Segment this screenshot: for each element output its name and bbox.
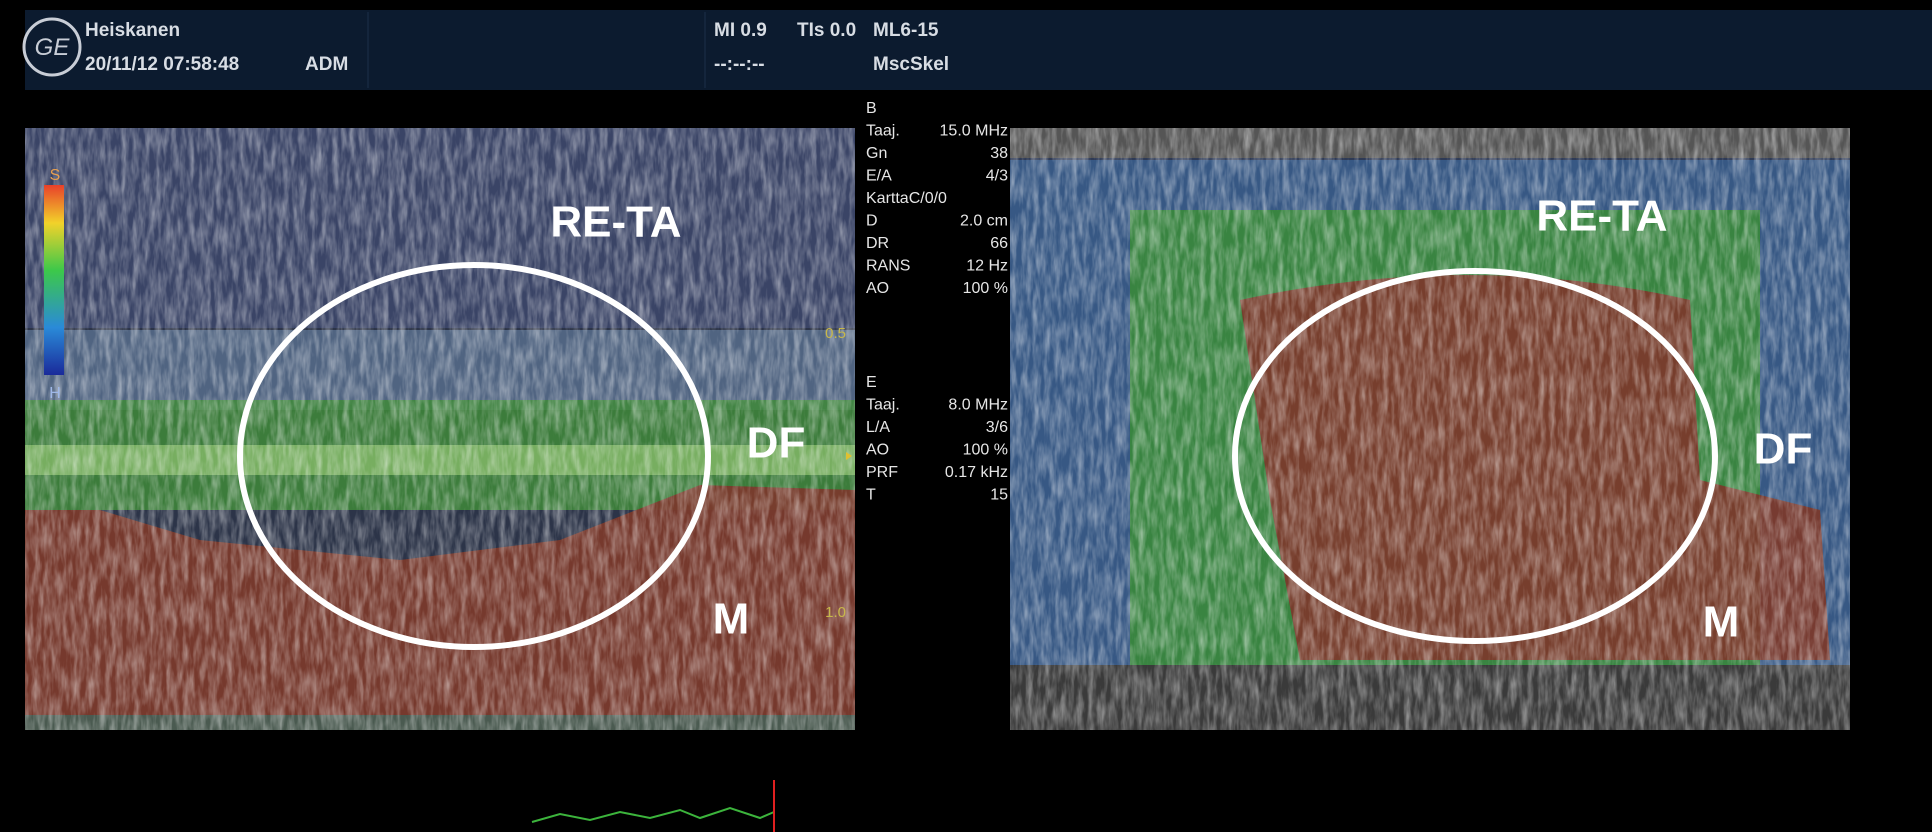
param-name: Taaj. [866,397,900,414]
preset: MscSkel [873,54,949,75]
param-name: AO [866,442,889,459]
patient-name: Heiskanen [85,20,180,41]
ecg-trace [532,808,774,822]
param-value: 100 % [963,280,1008,297]
param-value: 15.0 MHz [940,123,1008,140]
tis: TIs 0.0 [797,20,856,41]
region-label: DF [1754,425,1813,474]
param-value: 8.0 MHz [948,397,1008,414]
param-name: Gn [866,145,887,162]
datetime: 20/11/12 07:58:48 [85,54,239,75]
param-value: 15 [990,487,1008,504]
param-value: 66 [990,235,1008,252]
operator: ADM [305,54,348,75]
param-name: AO [866,280,889,297]
scale-top: S [50,167,61,184]
param-name: RANS [866,258,910,275]
param-value: 4/3 [986,168,1008,185]
depth-tick: 1.0 [825,604,846,621]
param-value: 100 % [963,442,1008,459]
param-name: L/A [866,419,890,436]
scale-bottom: H [49,385,61,402]
param-name: KarttaC/0/0 [866,190,947,207]
param-name: D [866,213,878,230]
depth-tick: 0.5 [825,325,846,342]
probe: ML6-15 [873,20,939,41]
time: --:--:-- [714,54,765,75]
region-label: DF [747,419,806,468]
mode-label: B [866,100,877,117]
param-value: 38 [990,145,1008,162]
region-label: RE-TA [1536,192,1667,241]
param-name: Taaj. [866,123,900,140]
parameters: B Taaj. 15.0 MHz Gn 38 E/A 4/3 KarttaC/0/0 D 2.0 … [866,100,1008,504]
param-value: 3/6 [986,419,1008,436]
param-name: DR [866,235,889,252]
param-value: 12 Hz [966,258,1008,275]
region-label: M [713,595,750,644]
region-label: RE-TA [550,198,681,247]
color-scale [44,185,64,375]
region-label: M [1703,598,1740,647]
mi: MI 0.9 [714,20,767,41]
mode-label: E [866,374,877,391]
ultrasound-screen: GE Heiskanen 20/11/12 07:58:48 ADM MI 0.… [0,0,1932,832]
param-name: T [866,487,876,504]
param-name: E/A [866,168,892,185]
param-value: 0.17 kHz [945,464,1008,481]
ge-logo-text: GE [35,34,71,61]
param-value: 2.0 cm [960,213,1008,230]
header-bar [25,10,1932,90]
param-name: PRF [866,464,898,481]
